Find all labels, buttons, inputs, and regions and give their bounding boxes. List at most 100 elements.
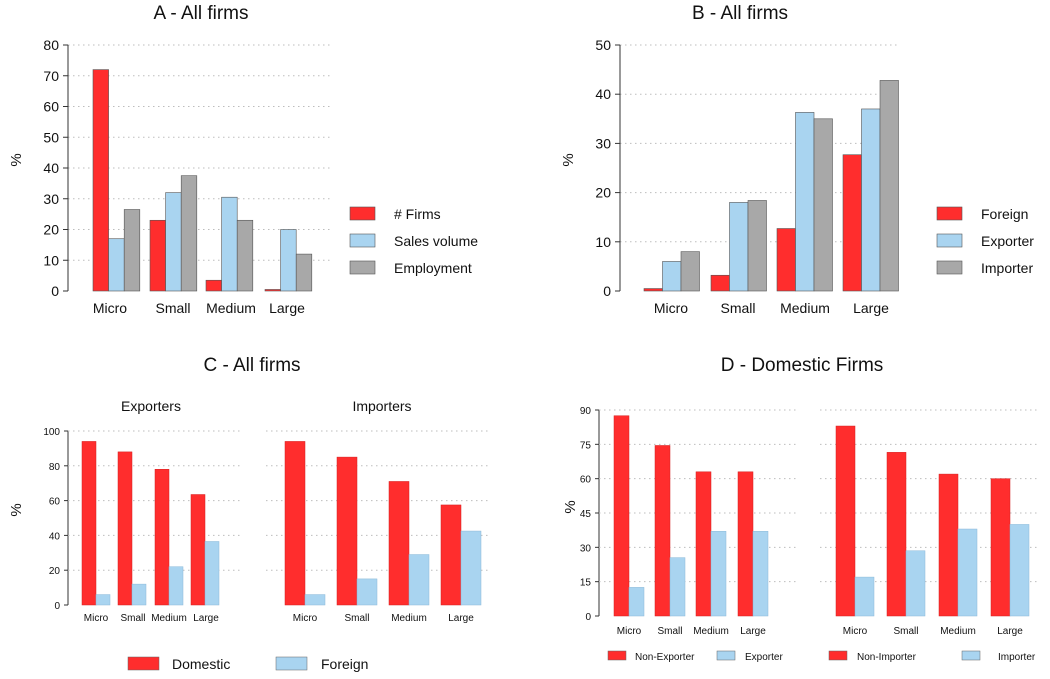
chart-a-bar [165,192,182,292]
chart-c-category-label: Small [344,613,369,624]
chart-d-bar [854,576,875,617]
chart-d-ytick-label: 0 [585,612,591,623]
chart-a-title: A - All firms [153,3,248,24]
chart-d-legend-label: Non-Exporter [635,652,695,663]
chart-b-ytick-label: 50 [595,37,611,53]
chart-c-ytick-label: 60 [49,497,61,508]
chart-c-panel-1-title: Exporters [121,398,181,414]
chart-d-bar [695,471,712,617]
chart-a-ytick-label: 70 [43,68,59,84]
chart-c-bar [460,530,482,606]
chart-c-bar [204,541,220,606]
chart-a-category-label: Micro [93,300,127,316]
chart-a-bar [221,196,238,292]
chart-b-ytick-label: 30 [595,135,611,151]
chart-c-legend-swatch [127,656,160,671]
chart-b-legend-label: Importer [981,260,1033,276]
chart-c-bar [304,594,326,606]
chart-c-ytick-label: 80 [49,462,61,473]
chart-b-bar [795,112,815,292]
chart-b-bar [643,288,663,292]
chart-d-bar [938,473,959,617]
chart-c-bar [408,554,430,606]
chart-d-bar [990,478,1011,617]
chart-b-category-label: Medium [780,300,830,316]
chart-d-legend-swatch [828,650,848,661]
chart-d-category-label: Large [740,626,766,637]
chart-c-legend-label: Domestic [172,656,230,672]
chart-a-ytick-label: 10 [43,252,59,268]
chart-d-legend-swatch [607,650,627,661]
chart-c-legend-swatch [275,656,308,671]
chart-b-legend-swatch [936,233,963,248]
chart-c-bar [95,594,111,606]
chart-d-legend-label: Non-Importer [857,652,917,663]
chart-c-bar [117,451,133,606]
chart-d-bar [905,550,926,617]
chart-a-bar [236,219,254,292]
chart-c-legend-label: Foreign [321,656,368,672]
chart-a-bar [92,69,109,292]
chart-d-bar [654,445,671,617]
chart-d-legend-swatch [716,650,736,661]
chart-c-bar [190,494,206,606]
chart-a-bar [180,175,198,292]
chart-c-category-label: Medium [391,613,427,624]
chart-b-bar [747,200,767,292]
chart-b-legend-swatch [936,260,963,275]
chart-d-bar [835,425,856,617]
chart-d-bar [628,587,645,617]
chart-d-bar [737,471,754,617]
chart-a-ytick-label: 60 [43,99,59,115]
chart-c-bar [284,441,306,606]
chart-b-ytick-label: 0 [603,283,611,299]
chart-c-bar [388,481,410,606]
chart-b-bar [776,228,796,292]
chart-d-bar [710,531,727,617]
chart-b-title: B - All firms [692,3,788,24]
chart-d-bar [1009,524,1030,617]
chart-b-category-label: Micro [654,300,688,316]
chart-b-ytick-label: 40 [595,86,611,102]
chart-b-bar [680,251,700,292]
chart-a-category-label: Medium [206,300,256,316]
chart-a-bar [280,229,297,292]
chart-c-ytick-label: 40 [49,531,61,542]
chart-d-bar [613,415,630,617]
chart-a-ytick-label: 50 [43,129,59,145]
chart-c-bar [440,504,462,606]
chart-a-bar [108,238,125,292]
chart-a-legend-swatch [349,206,376,221]
chart-d-ytick-label: 90 [580,406,592,417]
chart-a-legend-label: Sales volume [394,233,478,249]
chart-a-bar [149,219,166,292]
chart-c-ytick-label: 100 [43,427,60,438]
chart-c-bar [168,566,184,606]
chart-d-ytick-label: 30 [580,543,592,554]
chart-d-legend-swatch [961,650,981,661]
chart-c-category-label: Large [193,613,219,624]
chart-b-bar [842,154,862,292]
chart-a-bar [295,253,313,292]
chart-b-legend-label: Exporter [981,233,1034,249]
chart-d-category-label: Medium [940,626,976,637]
chart-d-category-label: Small [657,626,682,637]
chart-a-ytick-label: 80 [43,37,59,53]
chart-d-ytick-label: 15 [580,578,592,589]
chart-c-title: C - All firms [203,355,300,376]
chart-b-bar [662,261,682,292]
chart-c-bar [336,456,358,606]
chart-c-bar [81,441,97,606]
chart-b-bar [879,80,899,292]
chart-d-ytick-label: 60 [580,475,592,486]
chart-d-ylabel: % [562,500,579,513]
chart-d-bar [752,531,769,617]
chart-c-ytick-label: 20 [49,566,61,577]
chart-a-bar [264,289,281,292]
chart-a-legend-swatch [349,260,376,275]
chart-d-category-label: Micro [617,626,642,637]
chart-b-ytick-label: 20 [595,185,611,201]
chart-b-bar [813,118,833,292]
chart-c-bar [154,469,170,606]
chart-b-legend-label: Foreign [981,206,1028,222]
